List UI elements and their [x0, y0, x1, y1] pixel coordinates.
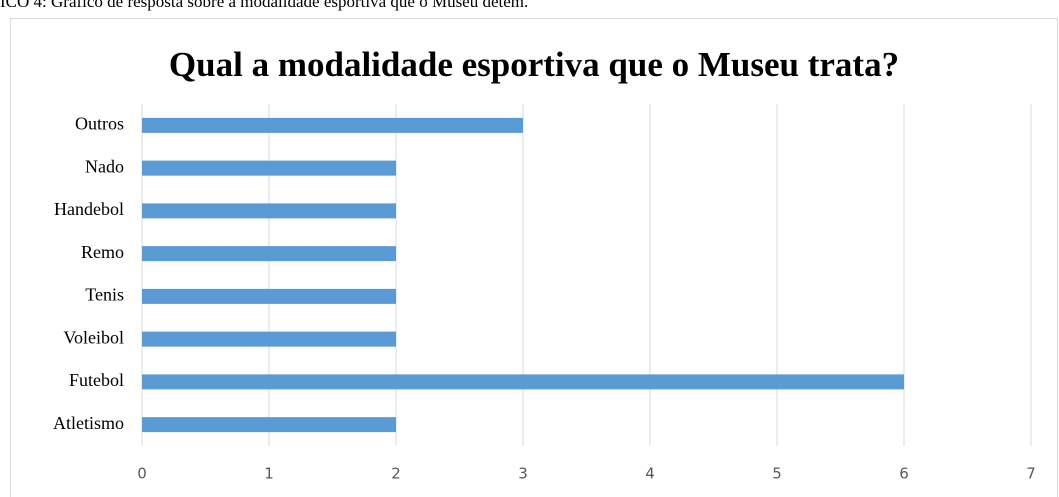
y-tick-label: Outros — [75, 114, 124, 134]
x-tick-label: 6 — [899, 465, 909, 483]
bar — [142, 203, 396, 219]
y-tick-label: Futebol — [69, 370, 124, 390]
x-tick-label: 4 — [645, 465, 655, 483]
x-tick-label: 7 — [1026, 465, 1036, 483]
x-tick-label: 0 — [137, 465, 147, 483]
bar — [142, 117, 523, 133]
bar — [142, 288, 396, 304]
y-tick-label: Handebol — [54, 199, 124, 219]
bar — [142, 374, 904, 390]
x-tick-label: 1 — [264, 465, 274, 483]
bar — [142, 417, 396, 433]
y-tick-label: Atletismo — [53, 413, 124, 433]
x-tick-label: 5 — [772, 465, 782, 483]
bar — [142, 160, 396, 176]
x-tick-label: 2 — [391, 465, 401, 483]
caption: ICO 4: Gráfico de resposta sobre a modal… — [0, 0, 528, 11]
bar — [142, 331, 396, 347]
y-tick-label: Nado — [85, 156, 124, 176]
y-tick-label: Remo — [81, 242, 124, 262]
chart-title: Qual a modalidade esportiva que o Museu … — [169, 45, 899, 84]
y-tick-label: Tenis — [85, 285, 124, 305]
x-tick-label: 3 — [518, 465, 528, 483]
y-tick-label: Voleibol — [63, 327, 124, 347]
bar — [142, 246, 396, 262]
